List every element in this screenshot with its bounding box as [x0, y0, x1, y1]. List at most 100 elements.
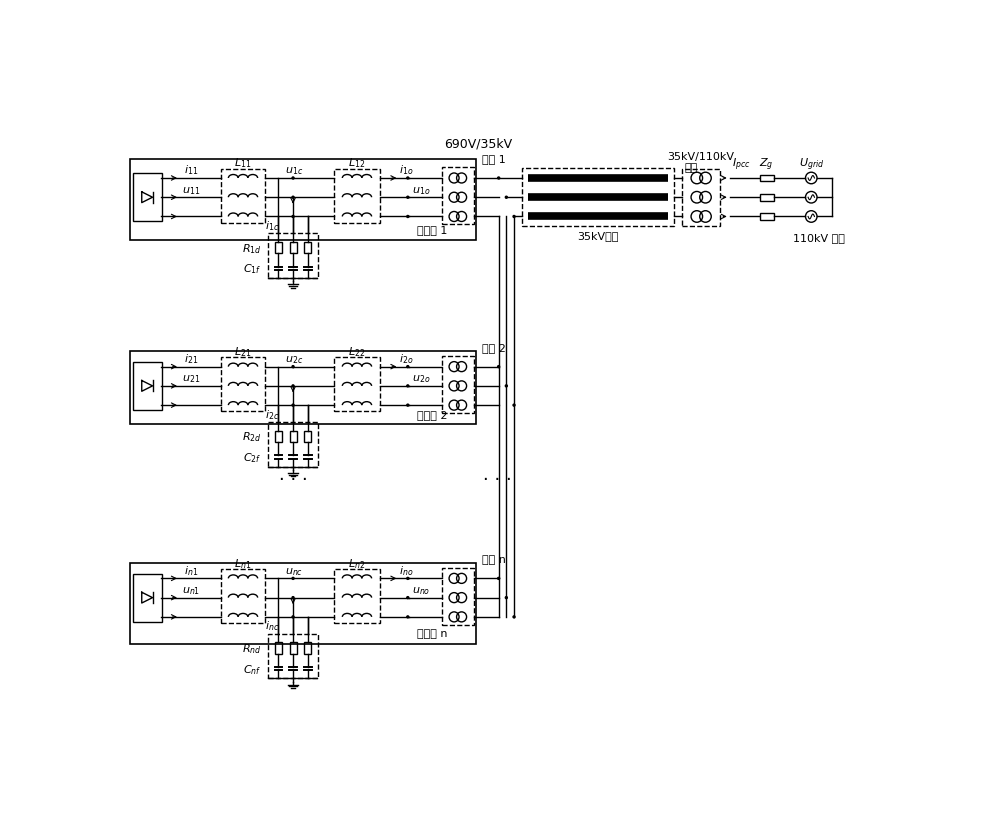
Text: 逆变器 2: 逆变器 2	[417, 410, 447, 420]
Text: 箱变 n: 箱变 n	[482, 554, 506, 564]
Text: $R_{1d}$: $R_{1d}$	[242, 242, 261, 255]
Circle shape	[292, 217, 294, 218]
Text: $L_{21}$: $L_{21}$	[234, 345, 252, 359]
Circle shape	[498, 178, 500, 180]
Text: $L_{n2}$: $L_{n2}$	[348, 557, 366, 570]
Circle shape	[407, 178, 409, 180]
Bar	[442, 168, 474, 225]
Bar	[130, 563, 476, 644]
Circle shape	[292, 178, 294, 180]
Circle shape	[292, 597, 294, 599]
Text: 逆变器 1: 逆变器 1	[417, 225, 447, 235]
Text: $U_{grid}$: $U_{grid}$	[799, 156, 824, 172]
Text: $L_{22}$: $L_{22}$	[348, 345, 366, 359]
Text: $L_{n1}$: $L_{n1}$	[234, 557, 252, 570]
Bar	[304, 431, 311, 442]
Bar	[133, 363, 162, 410]
Circle shape	[292, 578, 294, 579]
Text: 逆变器 n: 逆变器 n	[417, 629, 447, 639]
Bar	[442, 568, 474, 624]
Bar	[133, 174, 162, 222]
Text: 110kV 电网: 110kV 电网	[793, 232, 845, 242]
Text: $u_{no}$: $u_{no}$	[412, 584, 431, 596]
Text: $L_{11}$: $L_{11}$	[234, 156, 252, 171]
Text: $i_{21}$: $i_{21}$	[184, 352, 198, 365]
Text: $i_{1o}$: $i_{1o}$	[399, 164, 414, 177]
Bar	[130, 352, 476, 425]
Bar	[760, 176, 774, 182]
Text: 主变: 主变	[685, 163, 698, 172]
Text: $u_{n1}$: $u_{n1}$	[182, 584, 200, 596]
Bar	[522, 169, 674, 227]
Text: $i_{1c}$: $i_{1c}$	[265, 219, 279, 232]
Bar	[133, 574, 162, 622]
Circle shape	[407, 385, 409, 387]
Text: $u_{21}$: $u_{21}$	[182, 373, 200, 385]
Bar	[221, 569, 265, 624]
Circle shape	[505, 385, 507, 387]
Text: $i_{2c}$: $i_{2c}$	[265, 407, 279, 421]
Bar	[304, 643, 311, 654]
Circle shape	[513, 217, 515, 218]
Circle shape	[505, 197, 507, 199]
Circle shape	[407, 217, 409, 218]
Bar	[290, 643, 297, 654]
Text: $u_{nc}$: $u_{nc}$	[285, 565, 303, 577]
Circle shape	[292, 616, 294, 618]
Circle shape	[505, 597, 507, 599]
Circle shape	[292, 366, 294, 368]
Bar	[760, 195, 774, 201]
Circle shape	[498, 366, 500, 368]
Text: . . .: . . .	[279, 466, 307, 484]
Circle shape	[292, 197, 294, 199]
Text: . . .: . . .	[483, 466, 511, 484]
Text: 35kV/110kV: 35kV/110kV	[668, 152, 735, 162]
Text: $u_{2c}$: $u_{2c}$	[285, 354, 303, 365]
Text: $Z_g$: $Z_g$	[759, 156, 774, 172]
Text: $C_{2f}$: $C_{2f}$	[243, 451, 261, 464]
Text: $u_{1o}$: $u_{1o}$	[412, 185, 431, 196]
Bar	[275, 643, 282, 654]
Text: $u_{1c}$: $u_{1c}$	[285, 166, 303, 177]
Bar	[268, 634, 318, 679]
Bar	[760, 214, 774, 221]
Bar	[221, 170, 265, 223]
Bar	[275, 431, 282, 442]
Bar	[268, 234, 318, 278]
Text: $L_{12}$: $L_{12}$	[348, 156, 366, 171]
Bar	[334, 358, 380, 412]
Bar	[268, 422, 318, 467]
Text: 35kV线路: 35kV线路	[577, 231, 619, 241]
Bar	[304, 242, 311, 254]
Text: 箱变 2: 箱变 2	[482, 343, 506, 353]
Circle shape	[292, 405, 294, 406]
Text: 箱变 1: 箱变 1	[482, 154, 505, 164]
Circle shape	[513, 616, 515, 618]
Text: $i_{11}$: $i_{11}$	[184, 164, 198, 177]
Text: $R_{nd}$: $R_{nd}$	[242, 641, 261, 655]
Circle shape	[407, 578, 409, 579]
Bar	[221, 358, 265, 412]
Text: $u_{2o}$: $u_{2o}$	[412, 373, 431, 385]
Circle shape	[407, 197, 409, 199]
Text: $C_{1f}$: $C_{1f}$	[243, 262, 261, 276]
Bar	[290, 242, 297, 254]
Bar	[334, 569, 380, 624]
Text: $I_{pcc}$: $I_{pcc}$	[732, 156, 751, 172]
Text: $u_{11}$: $u_{11}$	[182, 185, 200, 196]
Bar	[290, 431, 297, 442]
Text: $R_{2d}$: $R_{2d}$	[242, 430, 261, 444]
Bar	[130, 160, 476, 240]
Text: $i_{n1}$: $i_{n1}$	[184, 563, 198, 577]
Bar	[275, 242, 282, 254]
Text: $i_{2o}$: $i_{2o}$	[399, 352, 414, 365]
Circle shape	[292, 385, 294, 387]
Bar	[334, 170, 380, 223]
Bar	[442, 356, 474, 413]
Text: $i_{nc}$: $i_{nc}$	[265, 619, 279, 633]
Text: $C_{nf}$: $C_{nf}$	[243, 662, 261, 675]
Circle shape	[407, 597, 409, 599]
Bar	[682, 170, 720, 227]
Circle shape	[407, 366, 409, 368]
Circle shape	[407, 405, 409, 406]
